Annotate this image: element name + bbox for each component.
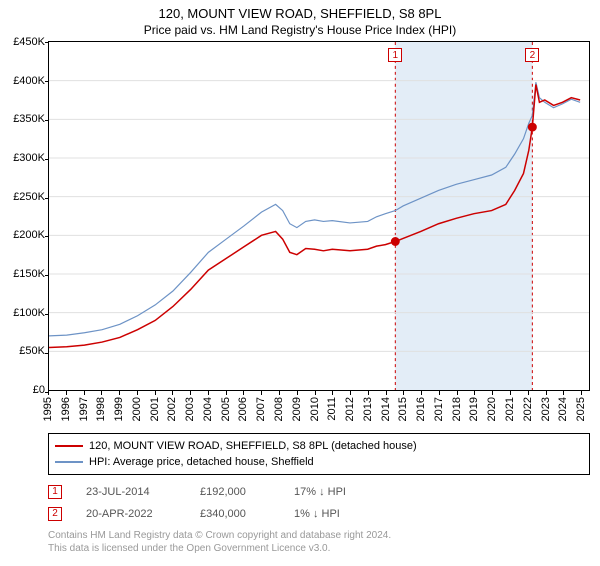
y-axis-label: £150K: [13, 268, 45, 280]
marker-diff-2: 1% ↓ HPI: [294, 503, 384, 525]
y-axis-label: £450K: [13, 36, 45, 48]
x-axis-label: 2019: [468, 397, 480, 421]
x-axis-label: 2022: [522, 397, 534, 421]
marker-badge-2: 2: [48, 507, 62, 521]
y-axis-label: £0: [33, 384, 45, 396]
x-axis-label: 2013: [362, 397, 374, 421]
legend-swatch-hpi: [55, 461, 83, 463]
x-axis-label: 2001: [149, 397, 161, 421]
footnote: Contains HM Land Registry data © Crown c…: [48, 529, 590, 555]
x-axis-label: 1996: [60, 397, 72, 421]
legend-row-property: 120, MOUNT VIEW ROAD, SHEFFIELD, S8 8PL …: [55, 438, 583, 454]
x-axis-label: 2005: [220, 397, 232, 421]
y-axis-label: £350K: [13, 113, 45, 125]
x-axis-label: 2014: [380, 397, 392, 421]
sale-markers-table: 1 23-JUL-2014 £192,000 17% ↓ HPI 2 20-AP…: [48, 481, 590, 525]
x-axis-label: 2003: [184, 397, 196, 421]
y-axis-label: £300K: [13, 152, 45, 164]
x-axis-label: 2025: [575, 397, 587, 421]
y-axis-label: £50K: [19, 345, 45, 357]
x-axis-label: 2018: [451, 397, 463, 421]
sale-marker-row-2: 2 20-APR-2022 £340,000 1% ↓ HPI: [48, 503, 590, 525]
x-axis-label: 2006: [237, 397, 249, 421]
x-axis-label: 2008: [273, 397, 285, 421]
x-axis-label: 1999: [113, 397, 125, 421]
marker-date-2: 20-APR-2022: [86, 503, 176, 525]
y-axis-label: £200K: [13, 229, 45, 241]
x-axis-label: 1997: [78, 397, 90, 421]
x-axis-label: 2024: [557, 397, 569, 421]
chart-title: 120, MOUNT VIEW ROAD, SHEFFIELD, S8 8PL: [0, 6, 600, 21]
x-axis-label: 2017: [433, 397, 445, 421]
x-axis-label: 2011: [326, 397, 338, 421]
legend-box: 120, MOUNT VIEW ROAD, SHEFFIELD, S8 8PL …: [48, 433, 590, 475]
footnote-line-1: Contains HM Land Registry data © Crown c…: [48, 529, 590, 542]
marker-flag-2: 2: [525, 48, 539, 62]
chart-subtitle: Price paid vs. HM Land Registry's House …: [0, 23, 600, 37]
y-axis-label: £400K: [13, 75, 45, 87]
footnote-line-2: This data is licensed under the Open Gov…: [48, 542, 590, 555]
legend-label-property: 120, MOUNT VIEW ROAD, SHEFFIELD, S8 8PL …: [89, 438, 417, 454]
x-axis-label: 2012: [344, 397, 356, 421]
plot-svg: [49, 42, 589, 390]
x-axis-label: 2010: [309, 397, 321, 421]
sale-marker-row-1: 1 23-JUL-2014 £192,000 17% ↓ HPI: [48, 481, 590, 503]
x-axis-ticks: 1995199619971998199920002001200220032004…: [48, 391, 590, 433]
marker-price-2: £340,000: [200, 503, 270, 525]
x-axis-label: 2023: [540, 397, 552, 421]
y-axis-label: £100K: [13, 307, 45, 319]
x-axis-label: 2015: [397, 397, 409, 421]
marker-badge-1: 1: [48, 485, 62, 499]
x-axis-label: 2020: [486, 397, 498, 421]
marker-flag-1: 1: [388, 48, 402, 62]
marker-price-1: £192,000: [200, 481, 270, 503]
legend-row-hpi: HPI: Average price, detached house, Shef…: [55, 454, 583, 470]
x-axis-label: 2007: [255, 397, 267, 421]
chart-container: 120, MOUNT VIEW ROAD, SHEFFIELD, S8 8PL …: [0, 6, 600, 566]
x-axis-label: 2016: [415, 397, 427, 421]
plot-area: £0£50K£100K£150K£200K£250K£300K£350K£400…: [48, 41, 590, 391]
x-axis-label: 2002: [166, 397, 178, 421]
x-axis-label: 2021: [504, 397, 516, 421]
x-axis-label: 2000: [131, 397, 143, 421]
x-axis-label: 1998: [95, 397, 107, 421]
legend-swatch-property: [55, 445, 83, 447]
marker-date-1: 23-JUL-2014: [86, 481, 176, 503]
marker-diff-1: 17% ↓ HPI: [294, 481, 384, 503]
x-axis-label: 2009: [291, 397, 303, 421]
x-axis-label: 2004: [202, 397, 214, 421]
legend-label-hpi: HPI: Average price, detached house, Shef…: [89, 454, 314, 470]
y-axis-label: £250K: [13, 191, 45, 203]
x-axis-label: 1995: [42, 397, 54, 421]
